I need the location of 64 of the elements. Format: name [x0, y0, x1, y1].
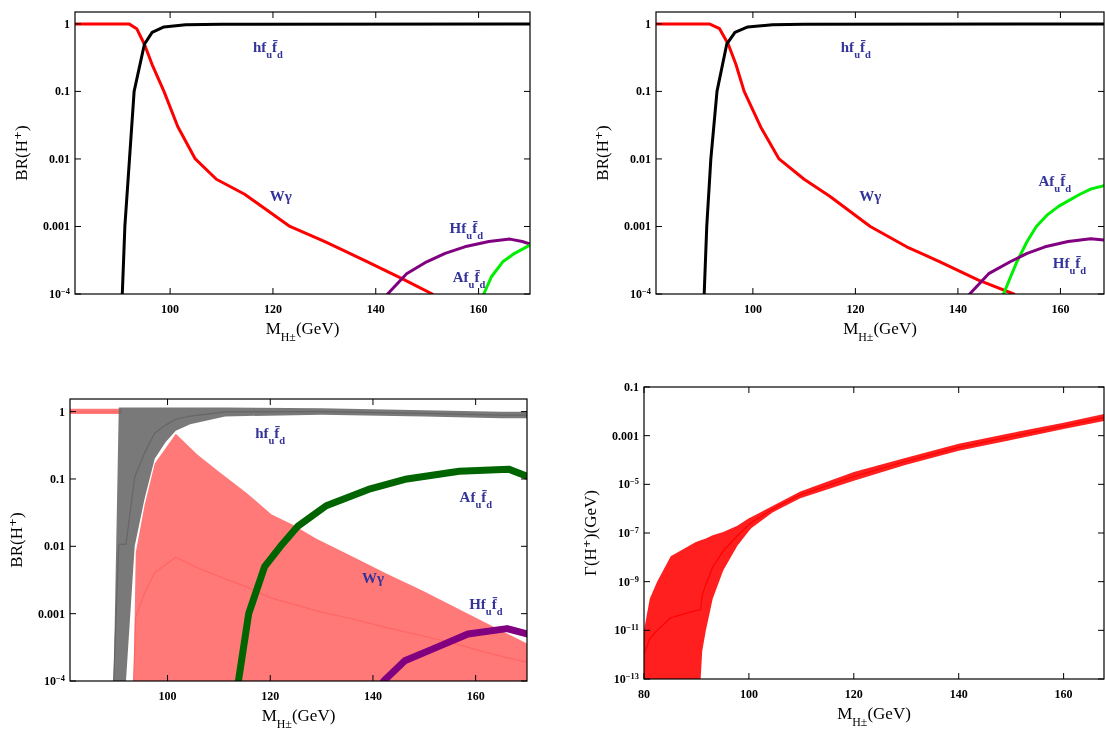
y-tick-label: 0.1	[55, 84, 70, 99]
x-tick-label: 120	[844, 687, 863, 701]
y-tick-label: 10$^{−9}$	[618, 574, 639, 589]
series-label: hf$_{u}$f̄$_{d}$	[840, 38, 871, 60]
x-tick-label: 160	[1051, 302, 1070, 316]
text: Wγ	[361, 570, 385, 587]
x-tick-label: 100	[161, 302, 180, 316]
y-tick-label: 10$^{−5}$	[618, 476, 639, 492]
y-tick-label: 0.01	[49, 151, 70, 166]
x-axis-title: M$_{H±}$(GeV)	[265, 319, 340, 344]
y-tick-label: 10$^{−7}$	[618, 525, 639, 540]
series-label: Af$_{u}$f̄$_{d}$	[452, 268, 486, 290]
y-axis-title: BR(H⁺)	[12, 125, 31, 181]
x-tick-label: 140	[366, 302, 385, 316]
x-tick-label: 100	[739, 687, 758, 701]
series-label: Hf$_{u}$f̄$_{d}$	[449, 219, 484, 241]
y-tick-label: 0.001	[43, 219, 70, 234]
y-tick-label: 10$^{−13}$	[613, 671, 639, 686]
x-tick-label: 100	[158, 689, 177, 703]
line-series	[75, 22, 434, 294]
line-series	[968, 237, 1104, 294]
series-label: hf$_{u}$f̄$_{d}$	[255, 425, 286, 446]
line-series	[482, 243, 530, 294]
y-tick-label: 10$^{−4}$	[49, 286, 71, 301]
x-tick-label: 140	[363, 689, 382, 703]
series-label: Hf$_{u}$f̄$_{d}$	[469, 595, 503, 617]
y-tick-label: 1	[59, 404, 65, 419]
y-tick-label: 0.1	[636, 84, 651, 99]
y-tick-label: 10$^{−4}$	[44, 673, 66, 688]
series-label: Af$_{u}$f̄$_{d}$	[459, 488, 493, 510]
x-axis-title: M$_{H±}$(GeV)	[837, 704, 911, 729]
x-tick-label: 120	[263, 302, 282, 316]
y-tick-label: 0.01	[630, 151, 651, 166]
series-label: hf$_{u}$f̄$_{d}$	[252, 38, 284, 60]
y-tick-label: 10$^{−4}$	[630, 286, 652, 301]
y-tick-label: 0.1	[624, 380, 639, 394]
y-tick-label: 0.001	[38, 606, 65, 621]
series-label: Hf$_{u}$f̄$_{d}$	[1052, 254, 1087, 276]
x-tick-label: 120	[261, 689, 280, 703]
y-tick-label: 0.001	[612, 428, 639, 443]
x-axis-title: M$_{H±}$(GeV)	[261, 706, 336, 731]
y-tick-label: 1	[645, 16, 651, 31]
series-label: Wγ	[269, 188, 292, 205]
x-tick-label: 140	[949, 687, 968, 701]
series-label: Wγ	[859, 188, 882, 205]
x-tick-label: 120	[846, 302, 865, 316]
x-tick-label: 160	[466, 689, 485, 703]
x-tick-label: 140	[948, 302, 967, 316]
x-tick-label: 100	[743, 302, 762, 316]
y-tick-label: 0.1	[50, 471, 65, 486]
y-tick-label: 1	[64, 16, 70, 31]
x-tick-label: 160	[1054, 687, 1073, 701]
x-axis-title: M$_{H±}$(GeV)	[843, 319, 917, 344]
y-tick-label: 0.001	[624, 219, 651, 234]
line-series	[386, 237, 530, 294]
y-axis-title: BR(H⁺)	[593, 125, 612, 181]
y-axis-title: Γ(H⁺)(GeV)	[581, 490, 600, 576]
x-tick-label: 80	[638, 687, 650, 701]
series-label: Af$_{u}$f̄$_{d}$	[1038, 173, 1072, 194]
x-tick-label: 160	[469, 302, 488, 316]
line-series	[656, 22, 1016, 294]
y-tick-label: 0.01	[44, 539, 65, 554]
y-axis-title: BR(H⁺)	[7, 512, 26, 568]
y-tick-label: 10$^{−11}$	[614, 622, 639, 638]
